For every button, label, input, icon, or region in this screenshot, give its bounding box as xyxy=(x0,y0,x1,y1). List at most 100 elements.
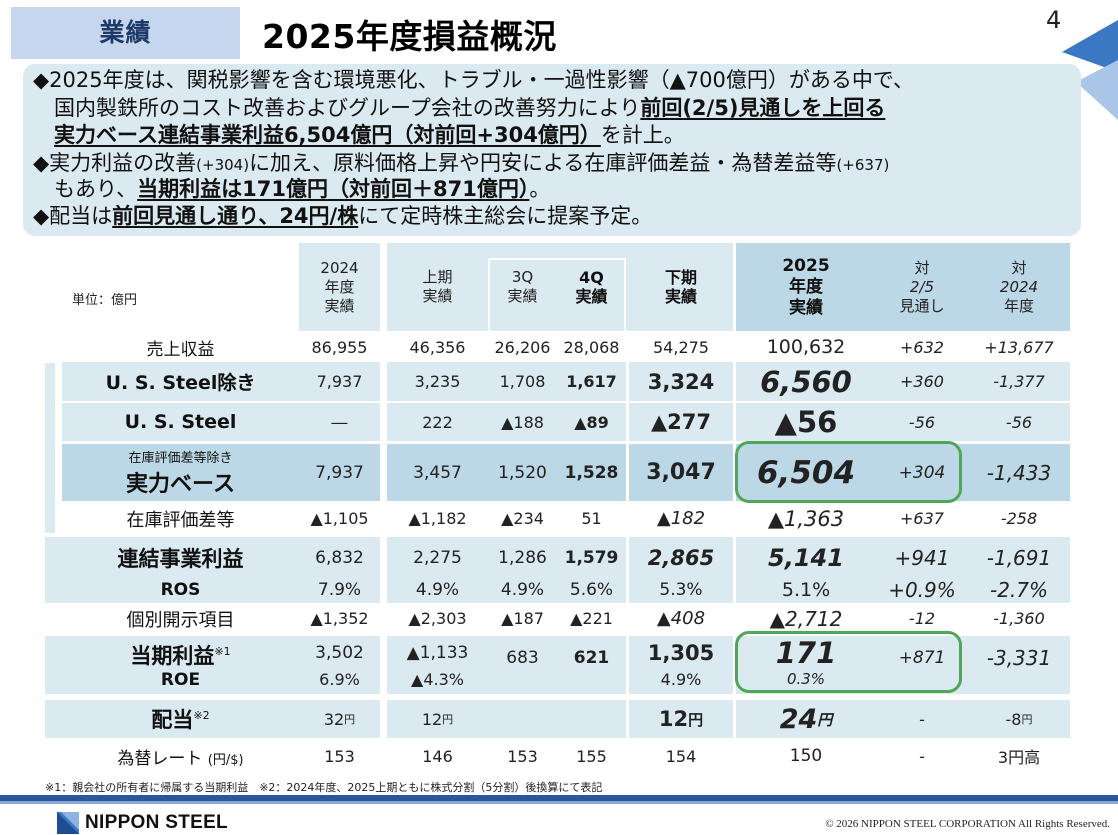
footer-bar xyxy=(0,795,1118,801)
cell-fx-4: 154 xyxy=(665,746,697,766)
cell-core-2: 1,520 xyxy=(498,462,547,483)
cell-us-excl-6: +360 xyxy=(900,372,944,391)
cell-consolidated-0: 6,832 xyxy=(315,548,364,568)
cell-revenue-3: 28,068 xyxy=(563,337,620,357)
nippon-steel-logo-icon xyxy=(57,812,79,834)
header-inner-frame xyxy=(488,258,626,331)
header-band-fy2025 xyxy=(736,243,1070,331)
cell-us-excl-4: 3,324 xyxy=(647,369,715,394)
cell-us-excl-5: 6,560 xyxy=(760,364,852,399)
cell-core-0: 7,937 xyxy=(315,462,364,483)
cell-special-6: -12 xyxy=(908,609,936,628)
col-header-h2: 下期 実績 xyxy=(664,268,697,306)
row-label-us-excl: U. S. Steel除き xyxy=(105,372,256,394)
cell-ros-5: 5.1% xyxy=(781,579,831,601)
col-header-q4: 4Q 実績 xyxy=(575,268,608,306)
cell-revenue-5: 100,632 xyxy=(766,336,846,358)
cell-us-excl-1: 3,235 xyxy=(414,372,461,391)
cell-fx-6: - xyxy=(919,746,925,766)
col-header-h1: 上期 実績 xyxy=(422,268,453,305)
row-band-us xyxy=(62,403,1070,441)
cell-revenue-4: 54,275 xyxy=(653,337,709,357)
cell-inventory-6: +637 xyxy=(900,509,944,528)
page-title: 2025年度損益概況 xyxy=(262,17,557,56)
row-label-inventory: 在庫評価差等 xyxy=(126,509,235,531)
row-label-core: 在庫評価差等除き 実力ベース xyxy=(126,451,235,497)
copyright: © 2026 NIPPON STEEL CORPORATION All Righ… xyxy=(825,818,1110,830)
col-header-fy2024: 2024 年度 実績 xyxy=(320,258,359,315)
cell-us-5: ▲56 xyxy=(774,405,838,439)
cell-dividend-1: 12 円 xyxy=(421,709,454,729)
header-band-quarters xyxy=(387,243,733,331)
cell-core-6: +304 xyxy=(898,462,946,483)
cell-dividend-6: - xyxy=(919,709,925,729)
row-label-net: 当期利益※1 ROE xyxy=(130,644,231,690)
cell-ros-4: 5.3% xyxy=(659,580,703,600)
cell-core-7: -1,433 xyxy=(986,460,1052,485)
summary-line-4: ◆実力利益の改善(+304)に加え、原料価格上昇や円安による在庫評価差益・為替差… xyxy=(33,151,890,175)
highlight-box-core xyxy=(735,441,962,503)
cell-revenue-2: 26,206 xyxy=(494,337,551,357)
column-divider-2 xyxy=(626,362,629,738)
cell-us-3: ▲89 xyxy=(574,412,609,432)
row-label-fx: 為替レート (円/$) xyxy=(117,748,244,769)
row-label-special: 個別開示項目 xyxy=(126,609,235,631)
cell-net-4: 1,305 xyxy=(647,641,715,665)
col-header-fy2025: 2025 年度 実績 xyxy=(782,255,830,318)
footer-bar-thin xyxy=(0,801,1118,804)
summary-line-1: ◆2025年度は、関税影響を含む環境悪化、トラブル・一過性影響（▲700億円）が… xyxy=(33,68,914,92)
summary-line-6: ◆配当は前回見通し通り、24円/株にて定時株主総会に提案予定。 xyxy=(33,204,653,228)
cell-net-roe-5: 0.3% xyxy=(786,670,826,688)
cell-consolidated-3: 1,579 xyxy=(564,548,619,568)
cell-consolidated-1: 2,275 xyxy=(413,548,462,568)
summary-line-2: 国内製鉄所のコスト改善およびグループ会社の改善努力により前回(2/5)見通しを上… xyxy=(54,96,886,120)
cell-revenue-6: +632 xyxy=(900,337,944,357)
white-gap xyxy=(62,401,1070,403)
cell-fx-7: 3円高 xyxy=(997,748,1041,767)
side-rail xyxy=(45,363,55,533)
cell-core-5: 6,504 xyxy=(756,454,856,491)
cell-us-2: ▲188 xyxy=(501,412,544,432)
col-header-vs-2024: 対 2024 年度 xyxy=(999,258,1039,315)
cell-net-2: 683 xyxy=(506,648,539,668)
summary-box: ◆2025年度は、関税影響を含む環境悪化、トラブル・一過性影響（▲700億円）が… xyxy=(23,64,1081,236)
cell-us-excl-7: -1,377 xyxy=(993,372,1045,391)
cell-consolidated-5: 5,141 xyxy=(768,544,844,572)
cell-us-7: -56 xyxy=(1005,412,1033,432)
section-tag-label: 業績 xyxy=(99,18,152,47)
column-divider-1 xyxy=(380,362,387,738)
cell-net-1: ▲1,133 xyxy=(406,643,469,663)
footnote: ※1：親会社の所有者に帰属する当期利益 ※2：2024年度、2025上期ともに株… xyxy=(45,781,603,794)
cell-dividend-4: 12 円 xyxy=(658,707,704,731)
cell-net-roe-1: ▲4.3% xyxy=(411,669,464,689)
corner-triangle-decoration xyxy=(1062,20,1118,120)
cell-net-3: 621 xyxy=(573,648,610,668)
column-divider-3 xyxy=(733,362,736,738)
row-label-ros: ROS xyxy=(160,580,201,600)
cell-special-0: ▲1,352 xyxy=(310,609,369,628)
cell-dividend-2 xyxy=(488,700,557,738)
cell-inventory-7: -258 xyxy=(1000,509,1038,528)
cell-special-5: ▲2,712 xyxy=(769,606,843,631)
cell-us-excl-3: 1,617 xyxy=(566,372,617,391)
cell-net-5: 171 xyxy=(775,636,837,670)
cell-special-7: -1,360 xyxy=(993,609,1045,628)
row-band-net xyxy=(45,636,1070,694)
cell-net-roe-4: 4.9% xyxy=(660,669,702,689)
cell-consolidated-4: 2,865 xyxy=(647,546,715,570)
cell-inventory-4: ▲182 xyxy=(656,508,706,529)
row-label-dividend: 配当※2 xyxy=(151,708,210,732)
cell-us-excl-2: 1,708 xyxy=(499,372,546,391)
summary-line-3: 実力ベース連結事業利益6,504億円（対前回+304億円）を計上。 xyxy=(54,123,685,147)
cell-dividend-5: 24 円 xyxy=(779,703,833,735)
cell-revenue-0: 86,955 xyxy=(311,337,368,357)
cell-core-3: 1,528 xyxy=(564,462,619,483)
cell-dividend-7: -8 円 xyxy=(1005,709,1033,729)
col-header-vs-prev: 対 2/5 見通し xyxy=(899,258,945,315)
highlight-box-net xyxy=(735,631,962,693)
cell-us-6: -56 xyxy=(908,412,936,432)
summary-line-5: もあり、当期利益は171億円（対前回＋871億円）。 xyxy=(54,177,551,201)
cell-net-6: +871 xyxy=(898,648,946,668)
unit-label: 単位：億円 xyxy=(72,293,138,308)
page-number: 4 xyxy=(1046,6,1062,34)
